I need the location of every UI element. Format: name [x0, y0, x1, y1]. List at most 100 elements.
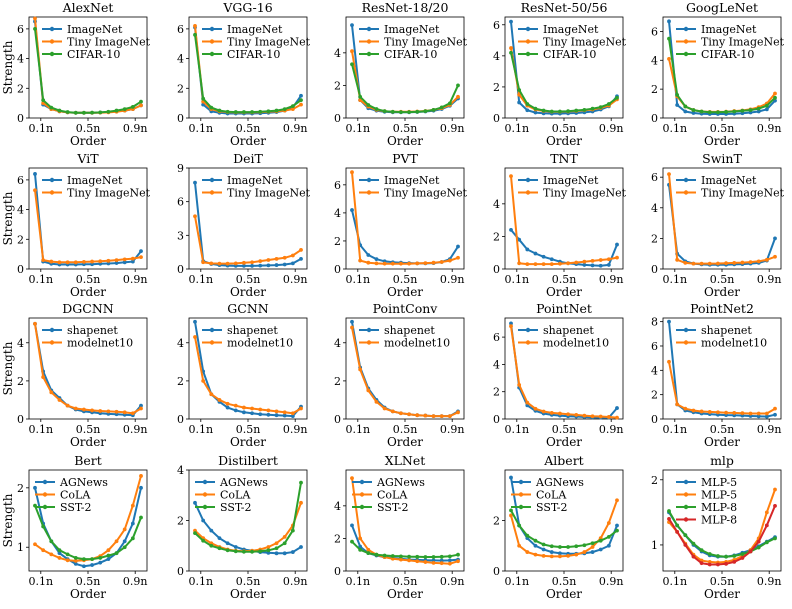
chart-vit: ViT 0 2 4 6 0.1n 0.5n 0.9n Order Strength ImageNet…: [1, 151, 151, 299]
data-point: [415, 109, 420, 114]
x-tick-label: 0.9n: [440, 423, 465, 436]
data-point: [139, 406, 143, 411]
y-tick-label: 2: [334, 79, 341, 92]
data-point: [699, 548, 704, 553]
data-point: [691, 108, 696, 112]
data-point: [209, 105, 214, 110]
series-sst-2: [350, 539, 460, 559]
legend-marker: [209, 340, 215, 345]
data-point: [390, 556, 395, 561]
x-tick-label: 0.9n: [757, 122, 782, 135]
data-point: [756, 259, 761, 264]
data-point: [683, 406, 688, 411]
legend-marker: [49, 51, 55, 57]
data-point: [233, 110, 238, 114]
y-tick-label: 2: [177, 515, 184, 528]
legend-entry: ImageNet: [384, 174, 440, 187]
data-point: [549, 554, 554, 559]
y-axis-label: Strength: [1, 341, 15, 395]
data-point: [41, 524, 46, 529]
x-tick-label: 0.1n: [189, 273, 214, 286]
legend-marker: [518, 479, 524, 485]
data-point: [732, 260, 737, 265]
legend-entry: Tiny ImageNet: [227, 187, 311, 200]
data-point: [242, 260, 246, 265]
data-point: [509, 513, 513, 518]
data-point: [193, 319, 197, 324]
legend-marker: [49, 177, 55, 183]
data-point: [299, 248, 303, 252]
series-imagenet: [509, 228, 619, 268]
x-tick-label: 0.5n: [236, 273, 261, 286]
data-point: [122, 410, 127, 415]
data-point: [456, 244, 460, 249]
data-point: [106, 409, 111, 414]
x-tick-label: 0.5n: [76, 575, 101, 588]
data-point: [675, 93, 680, 97]
x-tick-label: 0.5n: [236, 575, 261, 588]
data-point: [574, 544, 579, 549]
x-axis-label: Order: [704, 285, 740, 299]
chart-googlenet: GoogLeNet 0 2 4 6 0.1n 0.5n 0.9n Order ImageNetTi…: [651, 0, 785, 148]
y-tick-label: 4: [493, 198, 500, 211]
chart-title: PointNet: [536, 301, 592, 316]
legend-entry: modelnet10: [543, 337, 609, 350]
data-point: [431, 260, 436, 265]
y-tick-label: 1: [17, 541, 24, 554]
data-point: [290, 104, 295, 109]
legend-entry: SST-2: [377, 501, 409, 514]
legend-marker: [202, 504, 208, 510]
data-point: [57, 398, 62, 402]
data-point: [350, 319, 354, 324]
series-mlp-8: [667, 503, 777, 567]
data-point: [509, 228, 513, 232]
data-point: [764, 103, 769, 108]
data-point: [447, 554, 452, 559]
data-point: [566, 109, 570, 114]
legend-entry: CIFAR-10: [227, 48, 280, 61]
x-tick-label: 0.9n: [757, 575, 782, 588]
x-tick-label: 0.1n: [505, 575, 530, 588]
data-point: [598, 538, 603, 543]
data-point: [615, 242, 619, 247]
x-axis-label: Order: [230, 435, 266, 449]
data-point: [574, 108, 579, 113]
data-point: [748, 411, 753, 416]
data-point: [517, 382, 522, 387]
series-modelnet10: [193, 335, 303, 416]
data-point: [590, 258, 595, 263]
data-point: [122, 527, 127, 532]
data-point: [691, 541, 696, 546]
legend-marker: [209, 327, 215, 333]
y-tick-label: 6: [17, 174, 24, 187]
data-point: [699, 109, 704, 114]
data-point: [525, 247, 530, 252]
data-point: [407, 558, 411, 563]
chart-distilbert: Distilbert 0 2 4 0.1n 0.5n 0.9n Order AGNewsCoLA…: [177, 453, 307, 601]
data-point: [558, 551, 562, 556]
data-point: [98, 110, 103, 115]
data-point: [667, 319, 671, 324]
data-point: [49, 259, 54, 264]
y-tick-label: 0: [334, 112, 341, 125]
data-point: [49, 539, 54, 544]
data-point: [299, 102, 303, 107]
data-point: [258, 549, 263, 554]
y-tick-label: 0: [17, 413, 24, 426]
legend-entry: CIFAR-10: [384, 48, 437, 61]
legend-entry: shapenet: [67, 324, 118, 337]
y-tick-label: 0: [334, 565, 341, 578]
x-tick-label: 0.9n: [123, 273, 148, 286]
x-tick-label: 0.9n: [283, 423, 308, 436]
data-point: [209, 543, 214, 548]
x-axis-label: Order: [704, 435, 740, 449]
legend-entry: CIFAR-10: [701, 48, 754, 61]
data-point: [274, 409, 279, 414]
data-point: [98, 409, 103, 413]
legend-marker: [683, 340, 689, 345]
data-point: [130, 503, 135, 508]
